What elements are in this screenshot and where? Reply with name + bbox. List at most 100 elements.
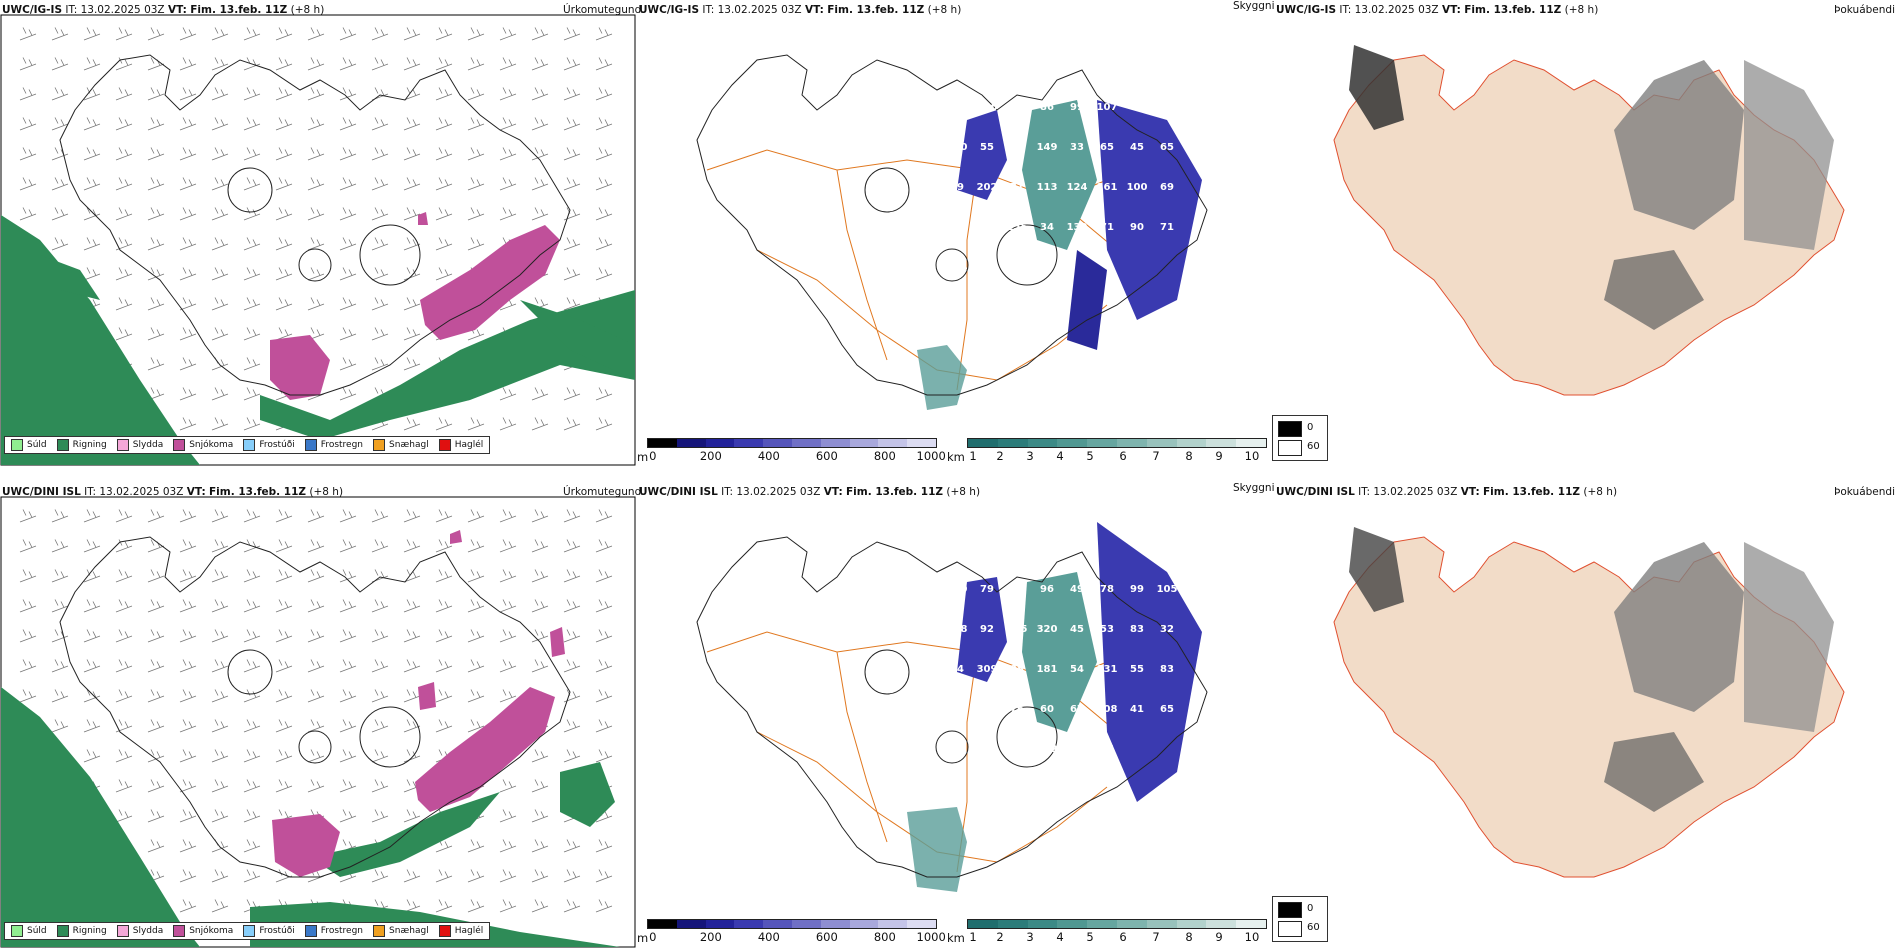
- wind-barb: [51, 117, 69, 131]
- wind-barb: [403, 147, 421, 161]
- wind-barb: [499, 27, 517, 41]
- wind-barb: [595, 509, 613, 523]
- wind-barb: [403, 509, 421, 523]
- visibility-label: 55: [980, 142, 994, 153]
- wind-barb: [371, 327, 389, 341]
- visibility-label: 53: [1100, 624, 1114, 635]
- rain-area: [260, 290, 635, 440]
- wind-barb: [275, 749, 293, 763]
- wind-barb: [403, 599, 421, 613]
- wind-barb: [243, 147, 261, 161]
- low-vis-area: [1097, 100, 1202, 320]
- coastline: [59, 536, 571, 878]
- wind-barb: [211, 387, 229, 401]
- visibility-label: 188: [947, 624, 968, 635]
- visibility-label: 105: [1157, 584, 1178, 595]
- visibility-label: 71: [1100, 222, 1114, 233]
- wind-barb: [211, 659, 229, 673]
- wind-barb: [275, 147, 293, 161]
- row1-vis-header: UWC/IG-IS IT: 13.02.2025 03Z VT: Fim. 13…: [639, 4, 962, 16]
- wind-barb: [115, 509, 133, 523]
- wind-barb: [179, 147, 197, 161]
- row2-precip-title: Úrkomutegund: [563, 486, 640, 498]
- wind-barb: [403, 27, 421, 41]
- wind-barb: [467, 117, 485, 131]
- wind-barb: [467, 207, 485, 221]
- wind-barb: [531, 57, 549, 71]
- wind-barb: [371, 659, 389, 673]
- wind-barb: [51, 629, 69, 643]
- wind-barb: [243, 509, 261, 523]
- wind-barb: [243, 719, 261, 733]
- row1-fog-header: UWC/IG-IS IT: 13.02.2025 03Z VT: Fim. 13…: [1276, 4, 1599, 16]
- wind-barb: [51, 599, 69, 613]
- wind-barb: [243, 749, 261, 763]
- wind-barb: [403, 87, 421, 101]
- wind-barb: [243, 839, 261, 853]
- wind-barb: [147, 689, 165, 703]
- visibility-label: 84: [1010, 262, 1024, 273]
- wind-barb: [179, 237, 197, 251]
- wind-barb: [403, 357, 421, 371]
- wind-barb: [339, 57, 357, 71]
- coastline: [696, 536, 1208, 878]
- row2-vis-title: Skyggni: [1233, 482, 1275, 494]
- wind-barb: [563, 539, 581, 553]
- wind-barb: [435, 87, 453, 101]
- wind-barb: [275, 509, 293, 523]
- wind-barb: [307, 569, 325, 583]
- wind-barb: [179, 27, 197, 41]
- visibility-label: 44: [950, 664, 964, 675]
- wind-barb: [339, 297, 357, 311]
- wind-barb: [563, 387, 581, 401]
- wind-barb: [19, 27, 37, 41]
- wind-barb: [307, 629, 325, 643]
- wind-barb: [243, 869, 261, 883]
- height-colorbar: 0 200 400 600 800 1000: [647, 919, 946, 944]
- wind-barb: [179, 57, 197, 71]
- wind-barb: [371, 539, 389, 553]
- visibility-label: 190: [947, 584, 968, 595]
- wind-barb: [403, 869, 421, 883]
- fog-area: [1614, 60, 1744, 230]
- visibility-label: 12: [980, 262, 994, 273]
- wind-barb: [211, 87, 229, 101]
- wind-barb: [595, 237, 613, 251]
- snow-area: [415, 687, 555, 812]
- wind-barb: [403, 749, 421, 763]
- wind-barb: [467, 237, 485, 251]
- wind-barb: [179, 387, 197, 401]
- row2-visibility-map: 190 79 66 96 49 78 99 105 188 92 195 320 45 53 83 32 44 3…: [696, 522, 1208, 892]
- wind-barb: [275, 869, 293, 883]
- wind-barb: [499, 569, 517, 583]
- wind-barb: [179, 809, 197, 823]
- wind-barb: [147, 569, 165, 583]
- wind-barb: [211, 779, 229, 793]
- wind-barb: [19, 509, 37, 523]
- wind-barb: [563, 147, 581, 161]
- wind-barb: [19, 57, 37, 71]
- wind-barb: [499, 839, 517, 853]
- wind-barb: [115, 207, 133, 221]
- glacier-outline: [864, 649, 910, 695]
- wind-barb: [275, 569, 293, 583]
- snow-area: [418, 212, 428, 225]
- visibility-label: 71: [1160, 222, 1174, 233]
- fog-area: [1744, 60, 1834, 250]
- wind-barb: [467, 417, 485, 431]
- wind-barb: [115, 749, 133, 763]
- wind-barb: [499, 57, 517, 71]
- wind-barb: [339, 779, 357, 793]
- wind-barb: [211, 839, 229, 853]
- wind-barb: [211, 207, 229, 221]
- wind-barb: [563, 237, 581, 251]
- fog-area: [1349, 45, 1404, 130]
- wind-barb: [371, 809, 389, 823]
- wind-barb: [371, 689, 389, 703]
- wind-barb: [499, 539, 517, 553]
- wind-barb: [307, 659, 325, 673]
- wind-barb: [403, 569, 421, 583]
- visibility-label: 113: [1037, 182, 1058, 193]
- visibility-label: 65: [1160, 704, 1174, 715]
- wind-barb: [275, 267, 293, 281]
